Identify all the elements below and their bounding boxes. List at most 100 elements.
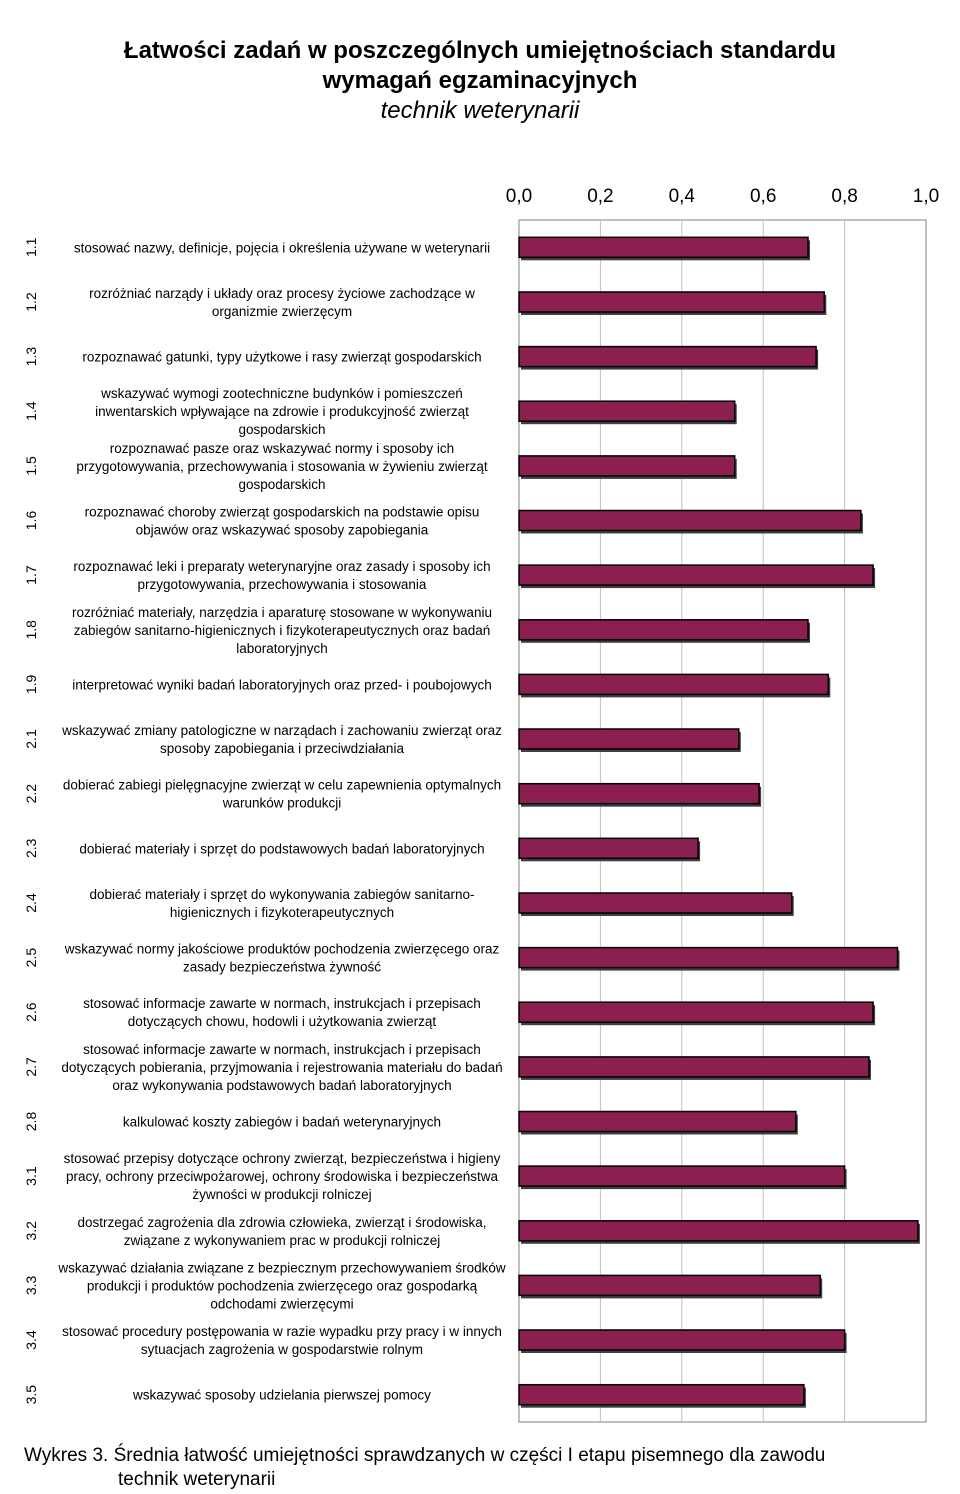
category-label-line: gospodarskich xyxy=(238,477,325,492)
bar xyxy=(518,1383,805,1406)
bar xyxy=(518,782,760,805)
bar xyxy=(518,236,809,259)
category-number: 1.6 xyxy=(23,511,39,531)
category-label-line: rozróżniać narządy i układy oraz procesy… xyxy=(89,286,475,301)
category-number: 3.3 xyxy=(23,1275,39,1295)
bar xyxy=(518,1329,846,1351)
category-label-line: stosować nazwy, definicje, pojęcia i okr… xyxy=(74,240,490,255)
bar xyxy=(518,345,817,368)
category-label: interpretować wyniki badań laboratoryjny… xyxy=(72,677,491,692)
plot-area-frame xyxy=(518,219,927,1423)
category-label-line: wskazywać normy jakościowe produktów poc… xyxy=(64,942,500,957)
category-label-line: pracy, ochrony przeciwpożarowej, ochrony… xyxy=(66,1169,498,1184)
category-label: stosować informacje zawarte w normach, i… xyxy=(61,1042,502,1093)
category-label-line: stosować informacje zawarte w normach, i… xyxy=(83,996,481,1011)
x-tick-label: 0,4 xyxy=(669,186,696,207)
category-label-line: interpretować wyniki badań laboratoryjny… xyxy=(72,677,491,692)
category-label-line: zasady bezpieczeństwa żywność xyxy=(183,960,381,975)
caption-line2: technik weterynarii xyxy=(118,1469,276,1490)
category-number: 2.6 xyxy=(23,1002,39,1022)
bar xyxy=(518,837,699,860)
category-label-line: odchodami zwierzęcymi xyxy=(210,1296,353,1311)
category-number: 3.4 xyxy=(23,1330,39,1350)
category-label-line: gospodarskich xyxy=(238,422,325,437)
category-label: wskazywać działania związane z bezpieczn… xyxy=(57,1260,505,1311)
category-label-line: stosować procedury postępowania w razie … xyxy=(62,1324,502,1339)
category-number: 2.4 xyxy=(23,893,39,913)
category-label-line: dobierać materiały i sprzęt do wykonywan… xyxy=(90,887,475,902)
category-label: rozpoznawać pasze oraz wskazywać normy i… xyxy=(76,441,487,492)
category-number: 1.4 xyxy=(23,401,39,421)
x-tick-label: 0,8 xyxy=(831,186,857,207)
x-tick-label: 0,6 xyxy=(750,186,776,207)
bar xyxy=(518,1165,846,1187)
category-label-line: oraz wykonywania podstawowych badań labo… xyxy=(112,1078,451,1093)
bar xyxy=(518,728,740,750)
category-label-line: rozpoznawać gatunki, typy użytkowe i ras… xyxy=(82,350,481,365)
category-number: 1.3 xyxy=(23,347,39,367)
category-label: rozpoznawać leki i preparaty weterynaryj… xyxy=(73,559,490,592)
bar xyxy=(518,673,830,696)
category-label: rozróżniać materiały, narzędzia i aparat… xyxy=(72,605,492,656)
category-label-line: wskazywać zmiany patologiczne w narządac… xyxy=(61,723,502,738)
category-label-line: inwentarskich wpływające na zdrowie i pr… xyxy=(95,404,469,419)
category-number: 1.7 xyxy=(23,565,39,585)
category-label-line: wskazywać wymogi zootechniczne budynków … xyxy=(100,386,463,401)
category-label-line: organizmie zwierzęcym xyxy=(212,304,352,319)
bar xyxy=(518,946,899,969)
category-number: 2.2 xyxy=(23,784,39,804)
category-label-line: przygotowywania, przechowywania i stosow… xyxy=(138,577,427,592)
category-label: dobierać zabiegi pielęgnacyjne zwierząt … xyxy=(63,778,501,811)
category-label-line: stosować przepisy dotyczące ochrony zwie… xyxy=(64,1151,501,1166)
bar xyxy=(518,509,862,532)
bar xyxy=(518,1274,821,1297)
category-number: 2.7 xyxy=(23,1057,39,1077)
bar xyxy=(518,1001,874,1023)
category-label-line: przygotowywania, przechowywania i stosow… xyxy=(76,459,487,474)
category-label-line: wskazywać sposoby udzielania pierwszej p… xyxy=(132,1388,431,1403)
chart-title-line1: Łatwości zadań w poszczególnych umiejętn… xyxy=(123,37,837,64)
category-label-line: dobierać zabiegi pielęgnacyjne zwierząt … xyxy=(63,778,501,793)
bar xyxy=(518,564,874,586)
bar xyxy=(518,619,809,641)
category-label: wskazywać sposoby udzielania pierwszej p… xyxy=(132,1388,431,1403)
category-label: rozpoznawać choroby zwierząt gospodarski… xyxy=(85,505,480,538)
category-label-line: wskazywać działania związane z bezpieczn… xyxy=(57,1260,505,1275)
category-label: dobierać materiały i sprzęt do podstawow… xyxy=(79,841,484,856)
category-number: 2.1 xyxy=(23,729,39,749)
category-label-line: rozpoznawać leki i preparaty weterynaryj… xyxy=(73,559,490,574)
category-number: 2.5 xyxy=(23,948,39,968)
category-number: 2.3 xyxy=(23,838,39,858)
category-label: stosować procedury postępowania w razie … xyxy=(62,1324,502,1357)
category-label-line: rozróżniać materiały, narzędzia i aparat… xyxy=(72,605,492,620)
x-tick-label: 1,0 xyxy=(913,186,939,207)
category-label: wskazywać wymogi zootechniczne budynków … xyxy=(95,386,469,437)
category-label-line: zabiegów sanitarno-higienicznych i fizyk… xyxy=(74,623,490,638)
category-label-line: laboratoryjnych xyxy=(236,641,328,656)
bar xyxy=(518,892,793,914)
category-label: stosować nazwy, definicje, pojęcia i okr… xyxy=(74,240,490,255)
category-label-line: objawów oraz wskazywać sposoby zapobiega… xyxy=(136,523,429,538)
category-label: dobierać materiały i sprzęt do wykonywan… xyxy=(90,887,475,920)
category-label: rozpoznawać gatunki, typy użytkowe i ras… xyxy=(82,350,481,365)
category-number: 3.2 xyxy=(23,1221,39,1241)
category-number: 1.9 xyxy=(23,674,39,694)
category-number: 3.1 xyxy=(23,1166,39,1186)
category-label: dostrzegać zagrożenia dla zdrowia człowi… xyxy=(78,1215,487,1248)
category-label: kalkulować koszty zabiegów i badań weter… xyxy=(123,1115,441,1130)
category-label-line: rozpoznawać pasze oraz wskazywać normy i… xyxy=(110,441,454,456)
category-number: 3.5 xyxy=(23,1385,39,1405)
category-label: stosować informacje zawarte w normach, i… xyxy=(83,996,481,1029)
category-label-line: warunków produkcji xyxy=(222,796,342,811)
category-label-line: sytuacjach zagrożenia w gospodarstwie ro… xyxy=(141,1342,423,1357)
category-label: stosować przepisy dotyczące ochrony zwie… xyxy=(64,1151,501,1202)
category-label-line: sposoby zapobiegania i przeciwdziałania xyxy=(160,741,404,756)
category-label: wskazywać normy jakościowe produktów poc… xyxy=(64,942,500,975)
category-label-line: dostrzegać zagrożenia dla zdrowia człowi… xyxy=(78,1215,487,1230)
chart-title-line2: wymagań egzaminacyjnych xyxy=(322,67,638,94)
category-number: 1.5 xyxy=(23,456,39,476)
category-label-line: rozpoznawać choroby zwierząt gospodarski… xyxy=(85,505,480,520)
category-label-line: żywności w produkcji rolniczej xyxy=(192,1187,371,1202)
category-number: 1.1 xyxy=(23,237,39,257)
